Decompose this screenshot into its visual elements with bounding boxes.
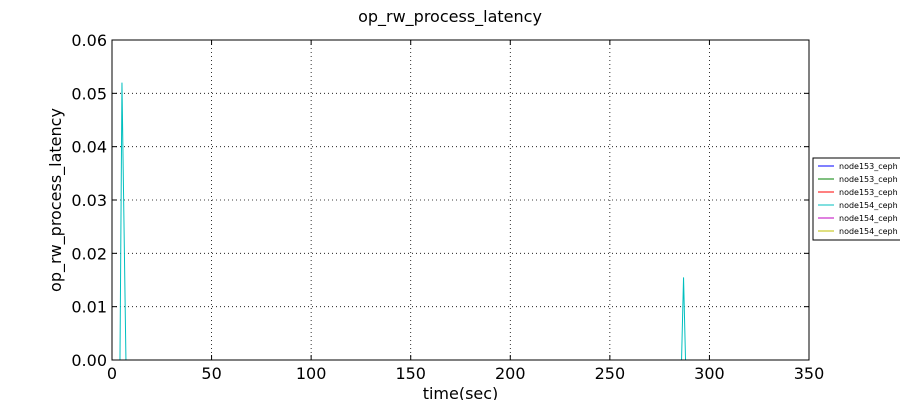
x-tick-label: 300	[694, 364, 725, 383]
series-line-4	[112, 82, 730, 361]
legend-label: node153_ceph	[839, 162, 898, 171]
series-lines	[112, 82, 730, 361]
x-tick-label: 0	[107, 364, 117, 383]
chart-title: op_rw_process_latency	[358, 7, 542, 27]
legend-box	[812, 157, 900, 241]
x-tick-label: 350	[794, 364, 825, 383]
x-tick-label: 250	[595, 364, 626, 383]
x-tick-label: 100	[296, 364, 327, 383]
grid-lines	[111, 39, 810, 361]
y-tick-label: 0.04	[71, 138, 107, 157]
y-tick-label: 0.01	[71, 298, 107, 317]
legend-label: node154_ceph	[839, 201, 898, 210]
y-axis-ticks: 0.00 0.01 0.02 0.03 0.04 0.05 0.06	[71, 31, 809, 370]
legend-label: node154_ceph	[839, 227, 898, 236]
y-tick-label: 0.03	[71, 191, 107, 210]
x-axis-ticks: 0 50 100 150 200 250 300 350	[107, 40, 824, 383]
legend: node153_ceph node153_ceph node153_cephnode…	[812, 157, 900, 241]
y-tick-label: 0.06	[71, 31, 107, 50]
x-tick-label: 150	[395, 364, 426, 383]
x-tick-label: 200	[495, 364, 526, 383]
legend-label: node153_ceph	[839, 188, 898, 197]
y-tick-label: 0.05	[71, 84, 107, 103]
x-axis-label: time(sec)	[423, 384, 499, 400]
y-tick-label: 0.02	[71, 244, 107, 263]
y-axis-label: op_rw_process_latency	[46, 108, 66, 292]
y-tick-label: 0.00	[71, 351, 107, 370]
legend-label: node153_ceph	[839, 175, 898, 184]
x-tick-label: 50	[201, 364, 221, 383]
legend-label: node154_ceph	[839, 214, 898, 223]
